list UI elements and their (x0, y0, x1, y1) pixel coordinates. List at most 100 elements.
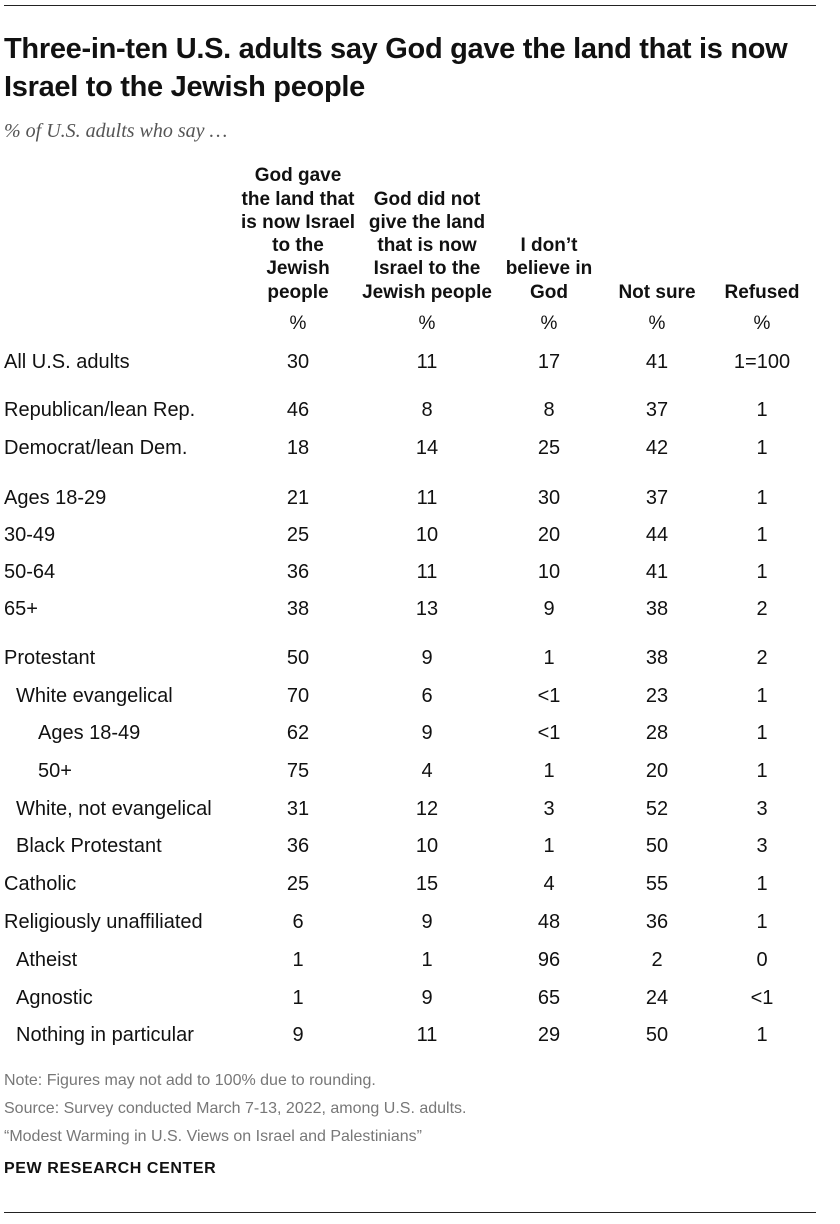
table-cell: 3 (756, 798, 768, 820)
table-row: Catholic 25 15 4 55 1 (0, 869, 840, 899)
table-cell: 1 (756, 524, 768, 546)
row-label: Republican/lean Rep. (4, 399, 196, 421)
table-cell: 8 (421, 399, 433, 421)
table-cell: 9 (421, 647, 433, 669)
table-cell: 1 (543, 760, 555, 782)
table-cell: 10 (415, 835, 439, 857)
table-cell: 11 (416, 1024, 438, 1046)
row-label: Ages 18-49 (38, 722, 141, 744)
table-cell: 9 (292, 1024, 304, 1046)
table-cell: 44 (645, 524, 669, 546)
row-label: Agnostic (16, 987, 93, 1009)
table-cell: 14 (415, 437, 439, 459)
row-label: White, not evangelical (16, 798, 212, 820)
table-cell: 28 (645, 722, 669, 744)
table-row: 30-49 25 10 20 44 1 (0, 520, 840, 550)
table-row: Black Protestant 36 10 1 50 3 (0, 831, 840, 861)
table-cell: 1 (292, 949, 304, 971)
table-cell: 50 (286, 647, 310, 669)
table-row: White, not evangelical 31 12 3 52 3 (0, 794, 840, 824)
report-text: “Modest Warming in U.S. Views on Israel … (4, 1128, 422, 1145)
table-cell: 9 (421, 987, 433, 1009)
table-cell: 29 (537, 1024, 561, 1046)
row-label: Protestant (4, 647, 96, 669)
table-cell: 11 (416, 487, 438, 509)
column-unit-4: % (648, 313, 666, 334)
table-cell: 10 (415, 524, 439, 546)
row-label: 65+ (4, 598, 38, 620)
table-cell: 38 (645, 598, 669, 620)
table-cell: 1 (421, 949, 433, 971)
table-cell: 1 (543, 835, 555, 857)
table-cell: 11 (416, 351, 438, 373)
table-cell: 4 (421, 760, 433, 782)
table-cell: 17 (537, 351, 561, 373)
column-header-1: God gave the land that is now Israel to … (240, 165, 356, 303)
table-cell: <1 (750, 987, 774, 1009)
table-cell: 41 (645, 561, 669, 583)
table-cell: 13 (415, 598, 439, 620)
table-cell: <1 (537, 685, 561, 707)
table-cell: 3 (756, 835, 768, 857)
table-cell: 12 (415, 798, 439, 820)
table-row: All U.S. adults 30 11 17 41 1=100 (0, 347, 840, 377)
chart-subtitle: % of U.S. adults who say … (4, 120, 228, 142)
table-row: Atheist 1 1 96 2 0 (0, 945, 840, 975)
table-cell: 1 (756, 399, 768, 421)
table-cell: 4 (543, 873, 555, 895)
table-cell: 65 (537, 987, 561, 1009)
chart-title: Three-in-ten U.S. adults say God gave th… (4, 33, 788, 103)
table-cell: 24 (645, 987, 669, 1009)
top-rule (4, 5, 816, 6)
table-cell: 9 (543, 598, 555, 620)
note-text: Note: Figures may not add to 100% due to… (4, 1072, 376, 1089)
table-cell: 1 (756, 487, 768, 509)
table-row: Ages 18-49 62 9 <1 28 1 (0, 718, 840, 748)
table-cell: 25 (537, 437, 561, 459)
table-cell: 36 (645, 911, 669, 933)
table-cell: 46 (286, 399, 310, 421)
row-label: 30-49 (4, 524, 56, 546)
column-unit-1: % (289, 313, 307, 334)
table-cell: 1=100 (733, 351, 791, 373)
row-label: Atheist (16, 949, 78, 971)
column-unit-2: % (418, 313, 436, 334)
table-cell: 1 (543, 647, 555, 669)
table-row: Agnostic 1 9 65 24 <1 (0, 983, 840, 1013)
table-cell: 20 (537, 524, 561, 546)
table-cell: 1 (756, 873, 768, 895)
table-cell: 75 (286, 760, 310, 782)
table-cell: 9 (421, 722, 433, 744)
table-cell: 41 (645, 351, 669, 373)
table-cell: 1 (756, 685, 768, 707)
row-label: Ages 18-29 (4, 487, 107, 509)
row-label: Nothing in particular (16, 1024, 194, 1046)
column-unit-3: % (540, 313, 558, 334)
table-cell: 38 (645, 647, 669, 669)
table-cell: 52 (645, 798, 669, 820)
table-cell: 48 (537, 911, 561, 933)
table-cell: 3 (543, 798, 555, 820)
table-row: Nothing in particular 9 11 29 50 1 (0, 1020, 840, 1050)
table-cell: 31 (286, 798, 310, 820)
table-cell: 11 (416, 561, 438, 583)
table-row: 65+ 38 13 9 38 2 (0, 594, 840, 624)
table-cell: 30 (537, 487, 561, 509)
table-cell: 62 (286, 722, 310, 744)
row-label: Democrat/lean Dem. (4, 437, 188, 459)
table-cell: 25 (286, 873, 310, 895)
column-header-2: God did not give the land that is now Is… (362, 188, 492, 303)
table-cell: 6 (421, 685, 433, 707)
table-cell: 96 (537, 949, 561, 971)
table-cell: 42 (645, 437, 669, 459)
table-cell: 1 (756, 722, 768, 744)
column-header-4: Not sure (618, 281, 696, 303)
table-cell: 6 (292, 911, 304, 933)
table-cell: 10 (537, 561, 561, 583)
table-cell: 2 (756, 598, 768, 620)
table-cell: 38 (286, 598, 310, 620)
row-label: Religiously unaffiliated (4, 911, 203, 933)
table-cell: 1 (756, 561, 768, 583)
row-label: Black Protestant (16, 835, 162, 857)
